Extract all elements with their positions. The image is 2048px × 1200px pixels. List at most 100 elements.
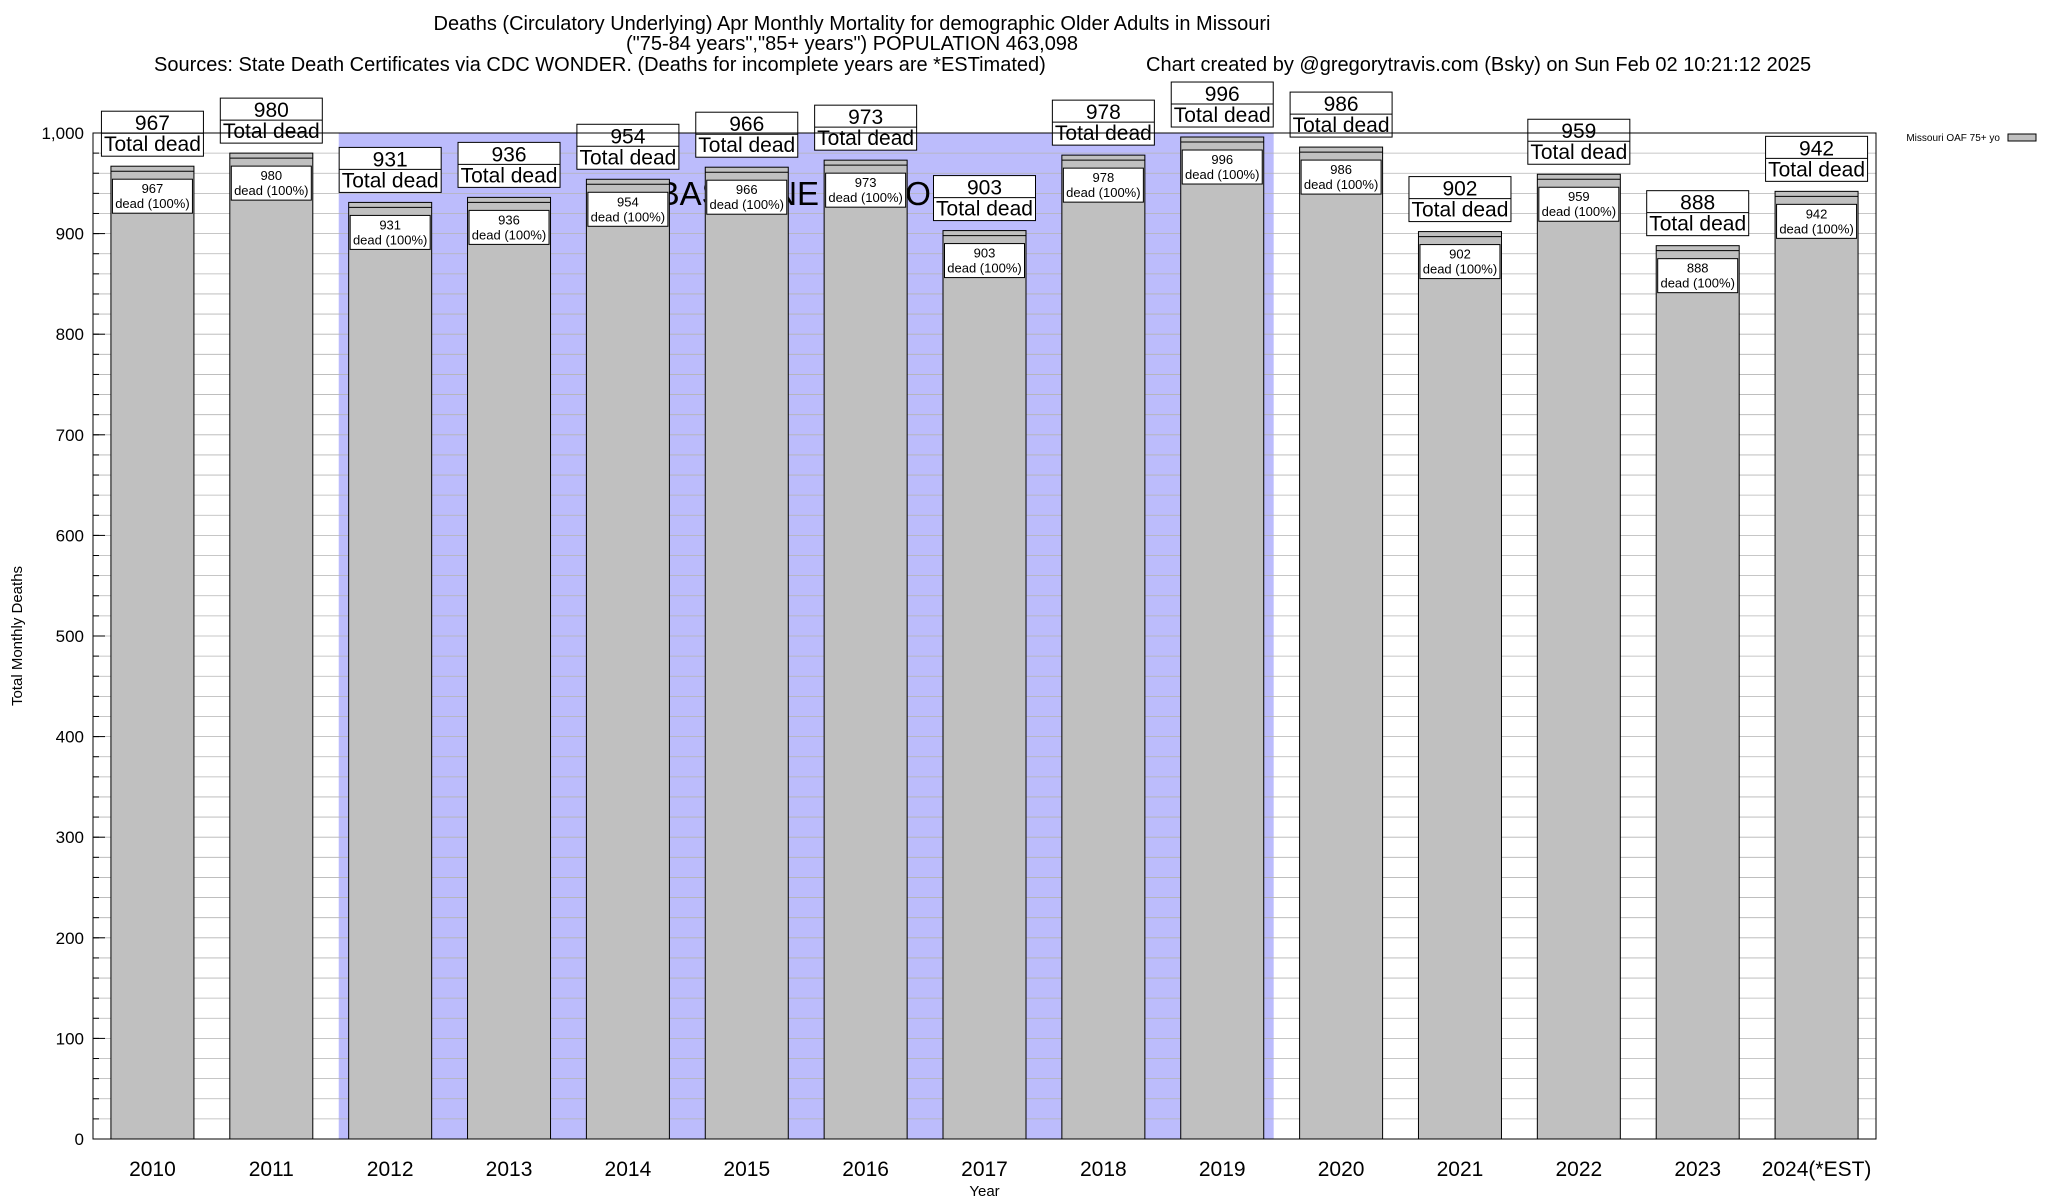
inner-value-label: 959 xyxy=(1568,189,1590,204)
total-dead-label: Total dead xyxy=(223,120,320,143)
bar xyxy=(585,178,670,1140)
inner-label-box xyxy=(1776,203,1858,239)
bar xyxy=(110,165,195,1140)
total-dead-label: Total dead xyxy=(1649,213,1746,236)
inner-dead-label: dead (100%) xyxy=(1304,177,1378,192)
bar xyxy=(1180,136,1265,1140)
y-tick-label: 600 xyxy=(56,526,84,545)
inner-value-label: 978 xyxy=(1093,170,1115,185)
chart-subtitle: ("75-84 years","85+ years") POPULATION 4… xyxy=(625,33,1079,55)
y-tick-label: 500 xyxy=(56,627,84,646)
inner-dead-label: dead (100%) xyxy=(1542,204,1616,219)
inner-dead-label: dead (100%) xyxy=(472,227,546,242)
inner-value-label: 966 xyxy=(736,182,758,197)
inner-label-box xyxy=(111,178,193,214)
inner-label-box xyxy=(1657,258,1739,294)
y-tick-label: 300 xyxy=(56,828,84,847)
total-value-label: 931 xyxy=(373,148,408,171)
plot-frame xyxy=(92,132,1877,1140)
inner-value-label: 888 xyxy=(1687,261,1709,276)
total-value-label: 888 xyxy=(1680,192,1715,215)
total-dead-label: Total dead xyxy=(104,133,201,156)
inner-dead-label: dead (100%) xyxy=(353,232,427,247)
y-tick-label: 0 xyxy=(75,1130,84,1149)
x-tick-label: 2010 xyxy=(129,1158,176,1181)
inner-value-label: 942 xyxy=(1806,206,1828,221)
inner-label-box xyxy=(1300,159,1382,195)
total-dead-label: Total dead xyxy=(817,127,914,150)
inner-label-box xyxy=(944,243,1025,279)
inner-label-box xyxy=(587,191,669,227)
y-axis-title: Total Monthly Deaths xyxy=(9,566,26,706)
x-tick-label: 2022 xyxy=(1555,1158,1602,1181)
bar xyxy=(1536,173,1621,1140)
total-label-box xyxy=(695,111,799,158)
inner-label-box xyxy=(1181,149,1263,185)
inner-label-box xyxy=(468,209,550,245)
total-dead-label: Total dead xyxy=(1174,104,1271,127)
inner-value-label: 936 xyxy=(498,212,520,227)
inner-dead-label: dead (100%) xyxy=(1066,185,1140,200)
bar xyxy=(942,230,1027,1140)
total-value-label: 978 xyxy=(1086,101,1121,124)
baseline-label: BASELINE PERIOD xyxy=(658,175,955,212)
total-dead-label: Total dead xyxy=(461,164,558,187)
inner-value-label: 967 xyxy=(142,181,164,196)
x-tick-label: 2021 xyxy=(1437,1158,1484,1181)
sources-note: Sources: State Death Certificates via CD… xyxy=(154,54,1046,76)
x-tick-label: 2014 xyxy=(605,1158,652,1181)
total-value-label: 986 xyxy=(1324,93,1359,116)
bar xyxy=(348,201,433,1140)
inner-value-label: 954 xyxy=(617,194,639,209)
bar xyxy=(1655,245,1740,1140)
inner-label-box xyxy=(349,214,431,250)
inner-dead-label: dead (100%) xyxy=(828,190,902,205)
total-dead-label: Total dead xyxy=(1530,141,1627,164)
total-dead-label: Total dead xyxy=(579,146,676,169)
credit-note: Chart created by @gregorytravis.com (Bsk… xyxy=(1146,54,1812,76)
y-tick-label: 900 xyxy=(56,225,84,244)
total-dead-label: Total dead xyxy=(1412,199,1509,222)
inner-value-label: 996 xyxy=(1211,152,1233,167)
legend-label: Missouri OAF 75+ yo xyxy=(1906,133,2000,144)
total-dead-label: Total dead xyxy=(1055,122,1152,145)
inner-label-box xyxy=(1062,167,1144,203)
inner-value-label: 902 xyxy=(1449,247,1471,262)
y-tick-label: 1,000 xyxy=(41,124,84,143)
total-value-label: 973 xyxy=(848,106,883,129)
x-tick-label: 2018 xyxy=(1080,1158,1127,1181)
bar xyxy=(467,196,552,1140)
x-tick-label: 2023 xyxy=(1674,1158,1721,1181)
y-tick-label: 100 xyxy=(56,1029,84,1048)
x-tick-label: 2011 xyxy=(249,1158,294,1181)
bar xyxy=(1299,146,1384,1140)
bar xyxy=(1061,154,1146,1140)
inner-label-box xyxy=(825,172,907,208)
inner-label-box xyxy=(230,165,312,201)
inner-label-box xyxy=(1419,244,1501,280)
inner-dead-label: dead (100%) xyxy=(234,183,308,198)
inner-label-box xyxy=(706,179,788,215)
inner-value-label: 980 xyxy=(260,168,282,183)
total-value-label: 902 xyxy=(1442,178,1477,201)
inner-dead-label: dead (100%) xyxy=(1779,221,1853,236)
inner-dead-label: dead (100%) xyxy=(1660,276,1734,291)
total-value-label: 954 xyxy=(610,125,645,148)
inner-dead-label: dead (100%) xyxy=(1423,262,1497,277)
x-tick-label: 2020 xyxy=(1318,1158,1365,1181)
x-tick-label: 2019 xyxy=(1199,1158,1246,1181)
inner-dead-label: dead (100%) xyxy=(1185,167,1259,182)
chart-title: Deaths (Circulatory Underlying) Apr Mont… xyxy=(433,13,1271,35)
bar xyxy=(704,166,789,1140)
total-value-label: 996 xyxy=(1205,83,1240,106)
bar xyxy=(1774,190,1859,1140)
total-dead-label: Total dead xyxy=(698,134,795,157)
inner-dead-label: dead (100%) xyxy=(115,196,189,211)
y-tick-label: 800 xyxy=(56,325,84,344)
x-tick-label: 2015 xyxy=(723,1158,770,1181)
x-tick-label: 2017 xyxy=(961,1158,1008,1181)
inner-value-label: 903 xyxy=(974,246,996,261)
total-value-label: 903 xyxy=(967,177,1002,200)
inner-value-label: 973 xyxy=(855,175,877,190)
